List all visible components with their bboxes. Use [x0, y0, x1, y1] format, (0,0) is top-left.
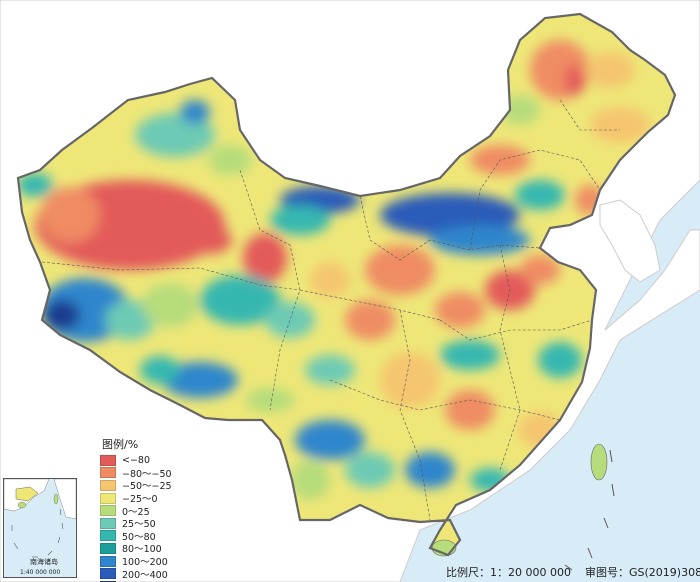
legend-swatch	[100, 505, 116, 517]
map-legend: 图例/% <−80 −80～−50 −50～−25 −25～0 0～25 25～50 50～…	[100, 436, 190, 582]
legend-label: 80～100	[122, 544, 162, 556]
legend-label: 0～25	[122, 506, 150, 518]
map-approval-number: 审图号：GS(2019)3082号	[584, 566, 700, 579]
legend-item: 25～50	[100, 517, 190, 530]
legend-swatch	[100, 530, 116, 542]
inset-map	[4, 479, 76, 558]
legend-item: 200～400	[100, 567, 190, 581]
national-border	[16, 12, 677, 557]
legend-item: 100～200	[100, 555, 190, 568]
legend-swatch	[100, 555, 116, 567]
taiwan-island	[590, 443, 608, 481]
legend-swatch	[100, 454, 116, 466]
legend-item: −80～−50	[100, 467, 190, 480]
map-footer: 比例尺：1：20 000 000 审图号：GS(2019)3082号	[446, 564, 700, 580]
legend-item: 50～80	[100, 530, 190, 543]
legend-label: 50～80	[122, 531, 156, 543]
legend-item: −50～−25	[100, 479, 190, 492]
legend-label: −25～0	[122, 494, 158, 506]
legend-swatch	[100, 542, 116, 554]
legend-swatch	[100, 467, 116, 479]
legend-item: −25～0	[100, 492, 190, 505]
legend-swatch	[100, 568, 116, 580]
legend-label: 100～200	[122, 557, 168, 569]
legend-swatch	[100, 479, 116, 491]
legend-title: 图例/%	[102, 438, 139, 451]
legend-item: >400	[100, 580, 190, 582]
korea-peninsula	[599, 199, 661, 283]
legend-label: −80～−50	[122, 468, 172, 480]
legend-item: <−80	[100, 454, 190, 467]
legend-label: <−80	[122, 454, 151, 466]
legend-label: 200～400	[122, 569, 168, 581]
province-boundaries	[41, 99, 620, 521]
map-scale-text: 比例尺：1：20 000 000	[446, 566, 571, 579]
inset-title: 南海诸岛	[30, 558, 58, 566]
legend-item: 80～100	[100, 542, 190, 555]
legend-item: 0～25	[100, 504, 190, 518]
legend-swatch	[100, 580, 116, 582]
south-china-sea-dash-line	[564, 449, 615, 571]
legend-label: 25～50	[122, 519, 156, 531]
legend-swatch	[100, 492, 116, 504]
legend-items: <−80 −80～−50 −50～−25 −25～0 0～25 25～50 50～80 80～…	[100, 454, 190, 582]
inset-scale: 1:40 000 000	[20, 569, 61, 576]
legend-swatch	[100, 517, 116, 529]
south-china-sea-inset: 南海诸岛 1:40 000 000	[3, 478, 77, 578]
legend-label: >400	[122, 581, 148, 582]
legend-label: −50～−25	[122, 481, 172, 493]
